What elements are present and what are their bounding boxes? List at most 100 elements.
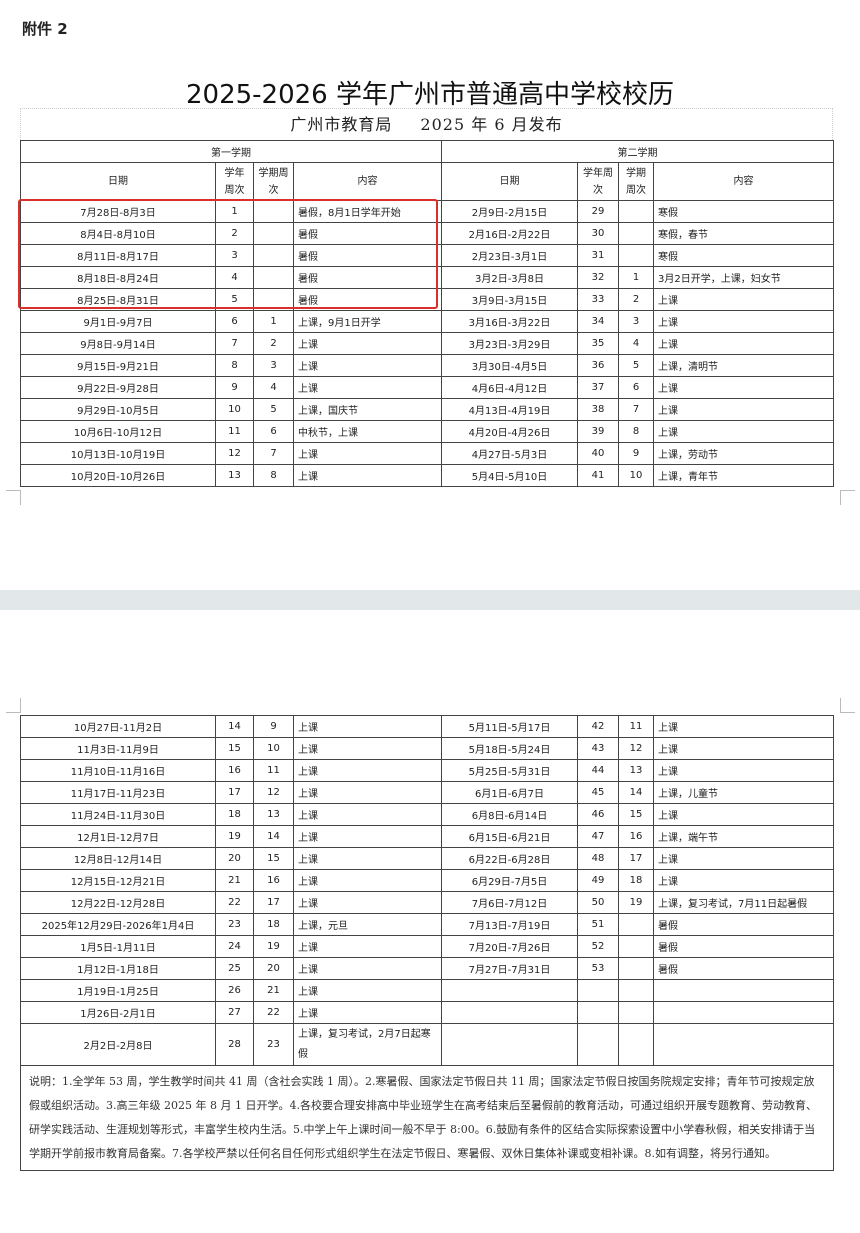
term1-content-cell: 上课 <box>293 737 442 760</box>
page-corner-mark <box>840 490 855 505</box>
table-row: 12月1日-12月7日 19 14 上课 6月15日-6月21日 47 16 上课，端午节 <box>20 825 834 848</box>
term2-year-week-cell: 39 <box>577 420 619 443</box>
term2-year-week-cell: 51 <box>577 913 619 936</box>
term1-header: 第一学期 <box>20 140 442 163</box>
term1-date-cell: 10月20日-10月26日 <box>20 464 216 487</box>
term2-date-cell: 3月23日-3月29日 <box>441 332 578 355</box>
term1-year-week-cell: 6 <box>215 310 254 333</box>
term1-term-week-cell: 14 <box>253 825 294 848</box>
term1-term-week-cell: 18 <box>253 913 294 936</box>
table-row: 2月2日-2月8日 28 23 上课，复习考试，2月7日起寒假 <box>20 1023 834 1066</box>
term2-year-week-cell: 48 <box>577 847 619 870</box>
term2-term-week-cell <box>618 244 654 267</box>
term1-year-week-cell: 11 <box>215 420 254 443</box>
table-row: 8月18日-8月24日 4 暑假 3月2日-3月8日 32 1 3月2日开学，上课，妇女节 <box>20 266 834 289</box>
term2-date-cell: 7月20日-7月26日 <box>441 935 578 958</box>
term1-term-week-cell: 8 <box>253 464 294 487</box>
term1-term-week-cell: 11 <box>253 759 294 782</box>
term2-year-week-cell: 53 <box>577 957 619 980</box>
term1-term-week-cell: 3 <box>253 354 294 377</box>
term2-date-cell: 6月29日-7月5日 <box>441 869 578 892</box>
term1-year-week-cell: 19 <box>215 825 254 848</box>
term2-date-cell: 6月15日-6月21日 <box>441 825 578 848</box>
term2-header: 第二学期 <box>441 140 834 163</box>
term1-date-cell: 12月22日-12月28日 <box>20 891 216 914</box>
term2-year-week-cell: 35 <box>577 332 619 355</box>
term2-term-week-cell: 3 <box>618 310 654 333</box>
term1-date-cell: 12月15日-12月21日 <box>20 869 216 892</box>
term1-date-cell: 9月8日-9月14日 <box>20 332 216 355</box>
term2-date-cell: 7月27日-7月31日 <box>441 957 578 980</box>
term1-content-cell: 上课 <box>293 1001 442 1024</box>
term2-year-week-cell: 41 <box>577 464 619 487</box>
term1-year-week-cell: 15 <box>215 737 254 760</box>
term2-content-cell: 上课，端午节 <box>653 825 834 848</box>
term2-content-cell <box>653 1023 834 1066</box>
term2-content-cell: 暑假 <box>653 913 834 936</box>
term1-term-week-cell: 21 <box>253 979 294 1002</box>
term2-term-week-cell: 10 <box>618 464 654 487</box>
term1-term-week-cell: 13 <box>253 803 294 826</box>
term1-term-week-cell: 6 <box>253 420 294 443</box>
term1-content-cell: 上课，9月1日开学 <box>293 310 442 333</box>
term2-date-cell: 2月16日-2月22日 <box>441 222 578 245</box>
term2-content-cell: 上课，劳动节 <box>653 442 834 465</box>
term2-date-cell <box>441 1023 578 1066</box>
term1-date-cell: 11月24日-11月30日 <box>20 803 216 826</box>
term1-year-week-cell: 28 <box>215 1023 254 1066</box>
term1-content-cell: 上课 <box>293 803 442 826</box>
term1-content-cell: 上课 <box>293 847 442 870</box>
term1-year-week-cell: 23 <box>215 913 254 936</box>
term1-date-cell: 9月15日-9月21日 <box>20 354 216 377</box>
term2-content-cell: 上课，清明节 <box>653 354 834 377</box>
term2-content-cell: 寒假，春节 <box>653 222 834 245</box>
term2-date-cell <box>441 1001 578 1024</box>
term2-year-week-cell: 45 <box>577 781 619 804</box>
term1-term-week-cell: 1 <box>253 310 294 333</box>
col-date: 日期 <box>20 162 216 201</box>
page-corner-mark <box>6 490 21 505</box>
term1-term-week-cell: 7 <box>253 442 294 465</box>
term1-year-week-cell: 16 <box>215 759 254 782</box>
term1-date-cell: 1月12日-1月18日 <box>20 957 216 980</box>
term1-year-week-cell: 27 <box>215 1001 254 1024</box>
term2-term-week-cell <box>618 1023 654 1066</box>
term1-date-cell: 11月3日-11月9日 <box>20 737 216 760</box>
term2-term-week-cell: 1 <box>618 266 654 289</box>
term2-date-cell: 5月18日-5月24日 <box>441 737 578 760</box>
term2-term-week-cell <box>618 1001 654 1024</box>
term2-content-cell: 上课 <box>653 847 834 870</box>
term2-date-cell: 5月4日-5月10日 <box>441 464 578 487</box>
term1-date-cell: 9月1日-9月7日 <box>20 310 216 333</box>
term1-year-week-cell: 21 <box>215 869 254 892</box>
term1-content-cell: 上课 <box>293 464 442 487</box>
term1-content-cell: 上课 <box>293 825 442 848</box>
table-row: 1月5日-1月11日 24 19 上课 7月20日-7月26日 52 暑假 <box>20 935 834 958</box>
term2-year-week-cell: 47 <box>577 825 619 848</box>
term2-year-week-cell: 49 <box>577 869 619 892</box>
table-row: 10月13日-10月19日 12 7 上课 4月27日-5月3日 40 9 上课，劳动节 <box>20 442 834 465</box>
document-title: 2025-2026 学年广州市普通高中学校校历 <box>186 80 674 110</box>
term1-date-cell: 1月5日-1月11日 <box>20 935 216 958</box>
term1-date-cell: 1月26日-2月1日 <box>20 1001 216 1024</box>
col-term-week: 学期周次 <box>253 162 294 201</box>
term2-term-week-cell <box>618 957 654 980</box>
term1-term-week-cell: 4 <box>253 376 294 399</box>
term2-date-cell: 4月6日-4月12日 <box>441 376 578 399</box>
term1-content-cell: 中秋节，上课 <box>293 420 442 443</box>
term2-date-cell: 6月8日-6月14日 <box>441 803 578 826</box>
term1-date-cell: 2月2日-2月8日 <box>20 1023 216 1066</box>
term1-date-cell: 2025年12月29日-2026年1月4日 <box>20 913 216 936</box>
term1-term-week-cell: 19 <box>253 935 294 958</box>
term2-term-week-cell: 7 <box>618 398 654 421</box>
table-row: 12月8日-12月14日 20 15 上课 6月22日-6月28日 48 17 上课 <box>20 847 834 870</box>
term2-year-week-cell <box>577 1001 619 1024</box>
term1-term-week-cell: 17 <box>253 891 294 914</box>
term2-content-cell: 3月2日开学，上课，妇女节 <box>653 266 834 289</box>
term2-year-week-cell: 37 <box>577 376 619 399</box>
term2-content-cell: 上课 <box>653 715 834 738</box>
term1-content-cell: 上课 <box>293 442 442 465</box>
term1-year-week-cell: 8 <box>215 354 254 377</box>
term2-term-week-cell: 8 <box>618 420 654 443</box>
table-row: 8月25日-8月31日 5 暑假 3月9日-3月15日 33 2 上课 <box>20 288 834 311</box>
